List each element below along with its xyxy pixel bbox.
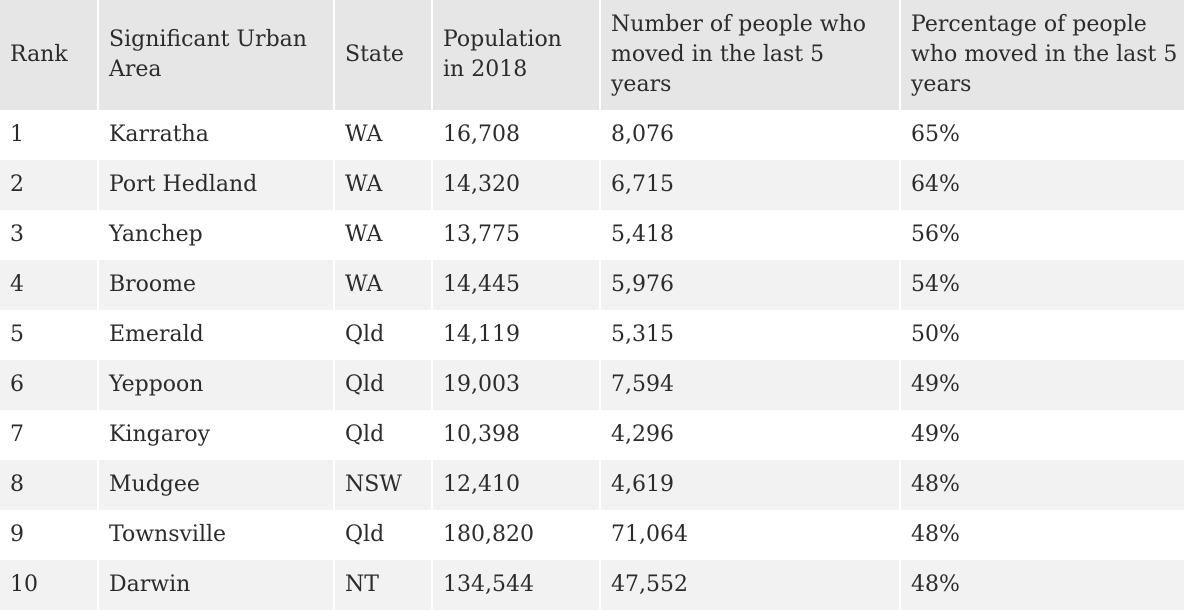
urban-area-cell: Townsville: [98, 510, 335, 560]
moved-count-cell: 5,418: [600, 210, 901, 260]
rank-cell: 1: [0, 110, 99, 160]
table-row: 9 Townsville Qld 180,820 71,064 48%: [0, 510, 1184, 560]
moved-count-cell: 4,296: [600, 410, 901, 460]
table-row: 3 Yanchep WA 13,775 5,418 56%: [0, 210, 1184, 260]
moved-percentage-cell: 64%: [911, 172, 960, 197]
urban-area-cell: Port Hedland: [98, 160, 335, 210]
table-row: 5 Emerald Qld 14,119 5,315 50%: [0, 310, 1184, 360]
rank-cell: 4: [0, 260, 99, 310]
population-cell: 13,775: [432, 210, 601, 260]
moved-percentage-cell: 54%: [911, 272, 960, 297]
moved-count-cell: 6,715: [600, 160, 901, 210]
state-cell: NSW: [334, 460, 433, 510]
urban-area-cell: Kingaroy: [98, 410, 335, 460]
urban-area-cell: Broome: [98, 260, 335, 310]
column-header-urban-area: Significant Urban Area: [98, 0, 335, 110]
table-row: 8 Mudgee NSW 12,410 4,619 48%: [0, 460, 1184, 510]
population-cell: 12,410: [432, 460, 601, 510]
table-row: 7 Kingaroy Qld 10,398 4,296 49%: [0, 410, 1184, 460]
state-cell: Qld: [334, 410, 433, 460]
rank-cell: 5: [0, 310, 99, 360]
rank-cell: 7: [0, 410, 99, 460]
state-cell: WA: [334, 210, 433, 260]
table-row: 6 Yeppoon Qld 19,003 7,594 49%: [0, 360, 1184, 410]
column-header-moved-percentage: Percentage of people who moved in the la…: [911, 12, 1178, 97]
state-cell: WA: [334, 160, 433, 210]
table-row: 10 Darwin NT 134,544 47,552 48%: [0, 560, 1184, 610]
moved-percentage-cell: 65%: [911, 122, 960, 147]
column-header-population: Population in 2018: [432, 0, 601, 110]
moved-percentage-cell: 56%: [911, 222, 960, 247]
population-cell: 180,820: [432, 510, 601, 560]
table-header: Rank Significant Urban Area State Popula…: [0, 0, 1184, 110]
urban-area-cell: Karratha: [98, 110, 335, 160]
moved-count-cell: 7,594: [600, 360, 901, 410]
moved-count-cell: 8,076: [600, 110, 901, 160]
urban-area-cell: Darwin: [98, 560, 335, 610]
moved-count-cell: 4,619: [600, 460, 901, 510]
moved-count-cell: 5,976: [600, 260, 901, 310]
population-cell: 14,445: [432, 260, 601, 310]
table-row: 1 Karratha WA 16,708 8,076 65%: [0, 110, 1184, 160]
moved-percentage-cell: 49%: [911, 422, 960, 447]
state-cell: WA: [334, 260, 433, 310]
population-cell: 19,003: [432, 360, 601, 410]
state-cell: NT: [334, 560, 433, 610]
moved-percentage-cell: 50%: [911, 322, 960, 347]
moved-percentage-cell: 48%: [911, 572, 960, 597]
moved-count-cell: 5,315: [600, 310, 901, 360]
moved-count-cell: 71,064: [600, 510, 901, 560]
state-cell: Qld: [334, 510, 433, 560]
urban-area-cell: Yeppoon: [98, 360, 335, 410]
table-body: 1 Karratha WA 16,708 8,076 65% 2 Port Hedland WA…: [0, 110, 1184, 610]
population-cell: 14,320: [432, 160, 601, 210]
moved-percentage-cell: 49%: [911, 372, 960, 397]
urban-area-cell: Emerald: [98, 310, 335, 360]
state-cell: WA: [334, 110, 433, 160]
urban-area-cell: Yanchep: [98, 210, 335, 260]
column-header-state: State: [334, 0, 433, 110]
population-cell: 16,708: [432, 110, 601, 160]
rank-cell: 6: [0, 360, 99, 410]
population-cell: 14,119: [432, 310, 601, 360]
column-header-moved-count: Number of people who moved in the last 5…: [600, 0, 901, 110]
moved-count-cell: 47,552: [600, 560, 901, 610]
header-row: Rank Significant Urban Area State Popula…: [0, 0, 1184, 110]
rank-cell: 8: [0, 460, 99, 510]
moved-percentage-cell: 48%: [911, 522, 960, 547]
rank-cell: 3: [0, 210, 99, 260]
rank-cell: 2: [0, 160, 99, 210]
rank-cell: 10: [0, 560, 99, 610]
moved-percentage-cell: 48%: [911, 472, 960, 497]
table-row: 2 Port Hedland WA 14,320 6,715 64%: [0, 160, 1184, 210]
population-cell: 134,544: [432, 560, 601, 610]
state-cell: Qld: [334, 360, 433, 410]
population-cell: 10,398: [432, 410, 601, 460]
column-header-rank: Rank: [0, 0, 99, 110]
urban-area-cell: Mudgee: [98, 460, 335, 510]
table-row: 4 Broome WA 14,445 5,976 54%: [0, 260, 1184, 310]
state-cell: Qld: [334, 310, 433, 360]
rank-cell: 9: [0, 510, 99, 560]
